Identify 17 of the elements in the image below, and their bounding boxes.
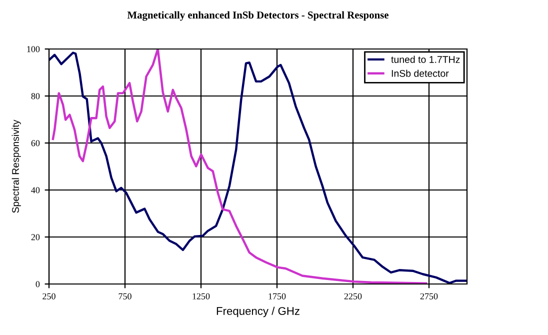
- x-tick-label: 2250: [344, 293, 362, 300]
- legend-label: InSb detector: [392, 70, 449, 77]
- x-tick-label: 2750: [420, 293, 438, 300]
- x-tick-label: 1750: [268, 293, 286, 300]
- x-tick-label: 1250: [192, 293, 210, 300]
- chart-title: Magnetically enhanced InSb Detectors - Spectral Response: [127, 11, 389, 21]
- y-tick-label: 40: [31, 187, 40, 194]
- legend-label: tuned to 1.7THz: [391, 56, 460, 63]
- y-tick-label: 80: [31, 93, 40, 100]
- y-tick-label: 100: [27, 46, 40, 52]
- y-tick-label: 0: [36, 281, 40, 288]
- x-axis-title: Frequency / GHz: [216, 306, 300, 318]
- y-axis-title: Spectral Responsivity: [12, 120, 21, 213]
- y-tick-label: 60: [31, 140, 40, 146]
- x-tick-label: 250: [42, 293, 56, 300]
- y-tick-label: 20: [31, 234, 40, 240]
- x-tick-label: 750: [118, 293, 132, 300]
